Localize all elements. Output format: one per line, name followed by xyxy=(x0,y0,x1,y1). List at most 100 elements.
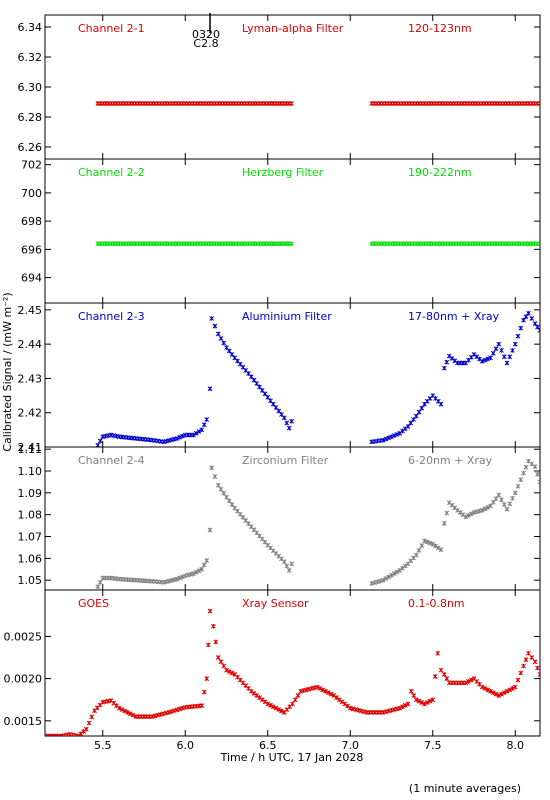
data-point xyxy=(419,405,425,411)
data-point xyxy=(507,501,513,507)
data-point xyxy=(510,686,515,691)
data-point xyxy=(441,365,447,371)
data-point xyxy=(490,350,496,356)
data-series xyxy=(45,608,540,736)
data-point xyxy=(529,461,535,467)
panel-label: Aluminium Filter xyxy=(242,310,332,323)
footnote: (1 minute averages) xyxy=(409,782,521,795)
data-point xyxy=(265,701,271,707)
data-point xyxy=(408,688,414,694)
event-class-label: C2.8 xyxy=(193,37,218,50)
data-point xyxy=(510,495,515,501)
data-point xyxy=(532,321,538,326)
data-point xyxy=(394,432,400,437)
data-point xyxy=(496,341,502,347)
data-series xyxy=(95,241,540,247)
data-point xyxy=(535,471,540,477)
data-point xyxy=(196,568,202,574)
y-tick-label: 2.41 xyxy=(18,441,43,454)
data-point xyxy=(523,314,529,320)
data-point xyxy=(122,708,128,714)
data-point xyxy=(215,655,221,660)
data-point xyxy=(125,710,130,715)
data-point xyxy=(419,700,425,705)
data-point xyxy=(201,562,207,568)
panel-label: Herzberg Filter xyxy=(242,166,324,179)
y-tick-label: 6.34 xyxy=(18,21,43,34)
y-tick-label: 2.45 xyxy=(18,304,43,317)
data-point xyxy=(482,506,488,512)
data-point xyxy=(174,707,180,713)
data-point xyxy=(130,712,136,718)
y-tick-label: 694 xyxy=(21,272,42,285)
data-point xyxy=(86,720,92,726)
x-tick-label: 6.5 xyxy=(259,739,277,752)
data-point xyxy=(537,672,540,677)
data-point xyxy=(488,355,493,361)
data-point xyxy=(97,438,103,444)
data-point xyxy=(444,359,450,365)
y-tick-label: 2.43 xyxy=(18,372,43,385)
y-tick-label: 1.08 xyxy=(18,509,43,522)
data-point xyxy=(289,241,294,247)
data-point xyxy=(199,703,205,708)
data-point xyxy=(499,691,504,697)
data-point xyxy=(218,336,224,341)
data-point xyxy=(512,684,518,690)
data-point xyxy=(521,317,526,323)
data-point xyxy=(444,510,450,516)
data-point xyxy=(535,665,540,671)
data-point xyxy=(435,545,441,551)
data-point xyxy=(177,706,183,712)
y-tick-label: 700 xyxy=(21,187,42,200)
y-tick-label: 0.0020 xyxy=(4,673,43,686)
data-point xyxy=(537,101,540,106)
x-tick-label: 7.5 xyxy=(424,739,442,752)
data-point xyxy=(328,691,334,697)
data-point xyxy=(496,492,502,498)
y-tick-label: 6.32 xyxy=(18,51,43,64)
data-point xyxy=(201,422,207,428)
data-point xyxy=(438,547,444,552)
data-point xyxy=(479,507,485,513)
data-point xyxy=(504,688,510,694)
y-tick-label: 1.07 xyxy=(18,531,43,544)
data-point xyxy=(169,709,174,714)
data-point xyxy=(180,705,185,711)
data-point xyxy=(479,358,485,364)
data-point xyxy=(383,436,389,442)
data-point xyxy=(463,680,469,686)
data-point xyxy=(229,502,235,507)
data-point xyxy=(441,672,447,677)
data-point xyxy=(207,608,213,614)
data-point xyxy=(166,710,172,715)
data-point xyxy=(221,340,227,346)
data-point xyxy=(281,415,287,421)
y-tick-label: 1.11 xyxy=(18,443,43,456)
data-point xyxy=(416,698,422,704)
panel-frame xyxy=(44,589,541,737)
data-point xyxy=(386,574,392,580)
data-point xyxy=(526,458,531,464)
data-point xyxy=(380,577,386,583)
panel-label: Channel 2-1 xyxy=(78,22,145,35)
data-point xyxy=(226,669,232,674)
chart-panel-4: 1.05 1.06 1.07 1.08 1.09 1.10 1.11 Channel 2-4 Z… xyxy=(18,443,541,591)
data-point xyxy=(430,697,436,703)
x-tick-label: 8.0 xyxy=(507,739,525,752)
data-point xyxy=(345,703,350,709)
data-point xyxy=(221,490,227,496)
data-point xyxy=(430,541,436,547)
panel-label: Zirconium Filter xyxy=(242,454,329,467)
data-point xyxy=(218,659,224,665)
data-point xyxy=(383,576,389,581)
data-point xyxy=(504,360,510,366)
y-tick-label: 0.0025 xyxy=(4,630,43,643)
data-point xyxy=(438,401,444,407)
data-point xyxy=(521,663,526,669)
panel-label: 17-80nm + Xray xyxy=(408,310,500,323)
y-tick-label: 6.26 xyxy=(18,141,43,154)
chart-panel-2: 694 696 698 700 702 Channel 2-2 Herzberg Filte… xyxy=(21,158,541,304)
y-axis-label: Calibrated Signal / (mW m⁻²) xyxy=(1,292,14,451)
y-tick-label: 698 xyxy=(21,215,42,228)
